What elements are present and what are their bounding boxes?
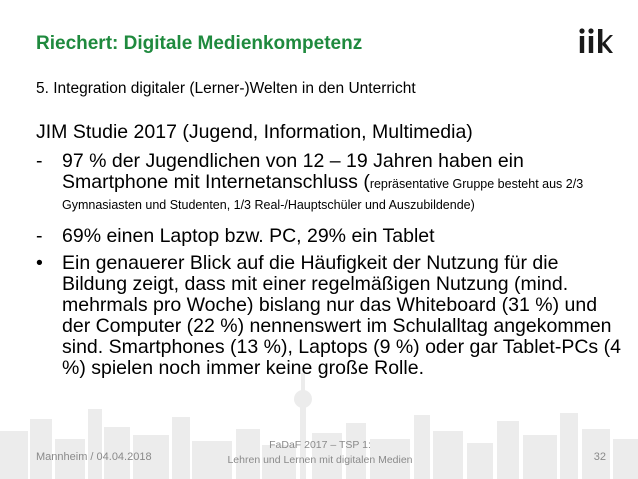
list-item-text: Ein genauerer Blick auf die Häufigkeit d…	[62, 252, 621, 379]
footer-location-date: Mannheim / 04.04.2018	[36, 451, 152, 463]
iik-logo-icon	[579, 28, 613, 53]
list-item-note: repräsentative Gruppe besteht aus 2/3 Gy…	[62, 177, 584, 212]
city-skyline-background	[0, 373, 638, 479]
bullet-marker: •	[36, 252, 43, 274]
list-item-text: 97 % der Jugendlichen von 12 – 19 Jahren…	[62, 150, 524, 193]
footer-event: FaDaF 2017 – TSP 1: Lehren und Lernen mi…	[170, 438, 470, 468]
footer-event-line1: FaDaF 2017 – TSP 1:	[269, 439, 371, 451]
dash-marker: -	[36, 225, 43, 247]
list-item-text: 69% einen Laptop bzw. PC, 29% ein Tablet	[62, 225, 435, 247]
slide-title: Riechert: Digitale Medienkompetenz	[36, 33, 363, 54]
slide-subtitle: 5. Integration digitaler (Lerner-)Welten…	[36, 80, 416, 97]
list-item: - 97 % der Jugendlichen von 12 – 19 Jahr…	[36, 151, 621, 214]
dash-marker: -	[36, 150, 43, 172]
list-item: - 69% einen Laptop bzw. PC, 29% ein Tabl…	[36, 226, 621, 247]
list-item: • Ein genauerer Blick auf die Häufigkeit…	[36, 253, 621, 379]
study-heading: JIM Studie 2017 (Jugend, Information, Mu…	[36, 121, 473, 143]
footer-event-line2: Lehren und Lernen mit digitalen Medien	[227, 454, 413, 466]
page-number: 32	[593, 451, 606, 463]
